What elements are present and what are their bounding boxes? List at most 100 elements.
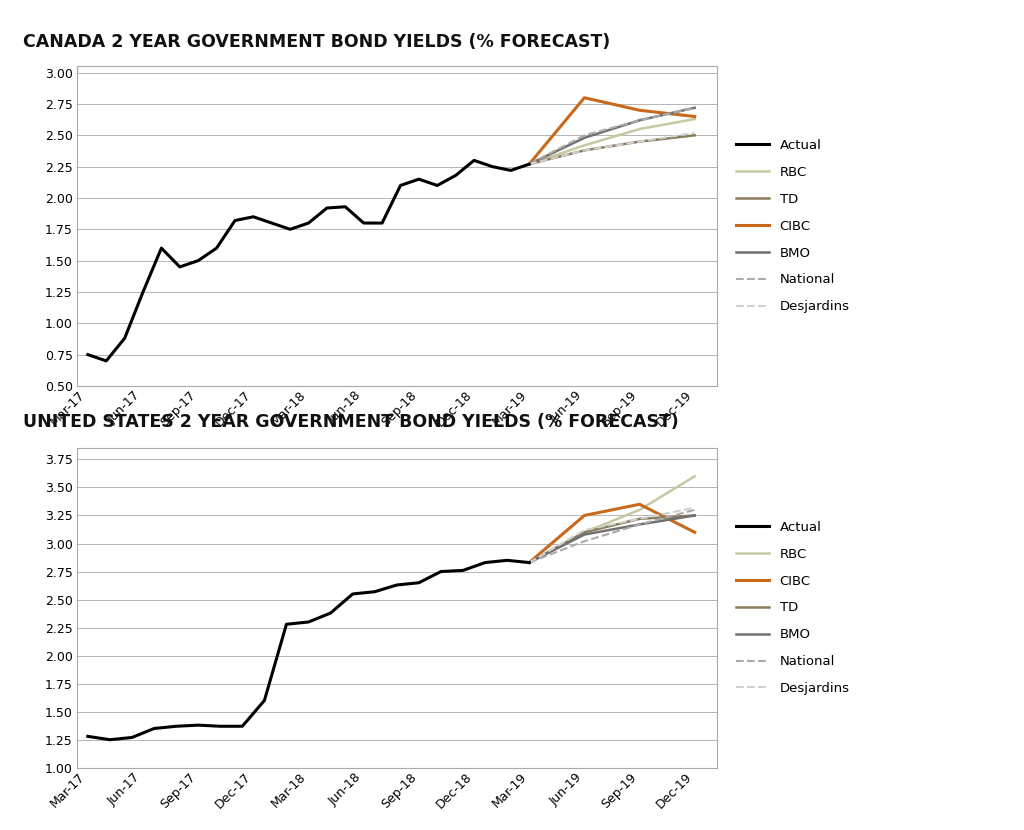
Line: TD: TD (529, 515, 694, 563)
CIBC (688, 527, 700, 537)
CIBC (579, 510, 591, 520)
CIBC (688, 111, 700, 121)
National (523, 558, 536, 568)
Actual (450, 170, 462, 180)
Actual (100, 356, 113, 366)
Actual (237, 721, 249, 731)
Actual (321, 203, 333, 213)
Actual (302, 218, 314, 228)
Actual (346, 589, 358, 599)
Line: TD: TD (529, 135, 694, 164)
Line: Actual: Actual (88, 160, 529, 361)
Actual (103, 735, 116, 745)
CIBC (523, 558, 536, 568)
Actual (137, 287, 150, 297)
TD (688, 510, 700, 520)
RBC (579, 527, 591, 537)
RBC (523, 159, 536, 169)
Legend: Actual, RBC, TD, CIBC, BMO, National, Desjardins: Actual, RBC, TD, CIBC, BMO, National, De… (736, 139, 850, 313)
Actual (523, 558, 536, 568)
TD (634, 137, 646, 147)
BMO (579, 530, 591, 540)
Desjardins (523, 558, 536, 568)
Actual (479, 558, 492, 568)
Line: National: National (529, 510, 694, 563)
TD (523, 558, 536, 568)
CIBC (634, 500, 646, 510)
Actual (210, 243, 222, 253)
Actual (357, 218, 370, 228)
BMO (634, 115, 646, 125)
Desjardins (634, 514, 646, 524)
Actual (147, 724, 160, 734)
BMO (688, 103, 700, 113)
Actual (214, 721, 226, 731)
BMO (579, 133, 591, 143)
Line: CIBC: CIBC (529, 98, 694, 164)
Actual (376, 218, 388, 228)
Line: Desjardins: Desjardins (529, 133, 694, 164)
Line: Actual: Actual (88, 560, 529, 740)
National (688, 103, 700, 113)
RBC (634, 124, 646, 134)
Line: Desjardins: Desjardins (529, 508, 694, 563)
Actual (505, 165, 517, 175)
Actual (523, 159, 536, 169)
Actual (284, 224, 296, 234)
Actual (247, 212, 259, 222)
BMO (523, 558, 536, 568)
Actual (193, 720, 205, 730)
TD (579, 527, 591, 537)
TD (634, 514, 646, 524)
Actual (119, 334, 131, 344)
Actual (228, 216, 241, 226)
RBC (688, 471, 700, 481)
Actual (265, 218, 278, 228)
TD (688, 130, 700, 140)
Actual (501, 555, 513, 565)
RBC (634, 505, 646, 515)
Actual (281, 619, 293, 629)
Line: BMO: BMO (529, 515, 694, 563)
Actual (413, 578, 425, 588)
Text: UNITED STATES 2 YEAR GOVERNMENT BOND YIELDS (% FORECAST): UNITED STATES 2 YEAR GOVERNMENT BOND YIE… (23, 413, 678, 432)
CIBC (523, 159, 536, 169)
National (688, 505, 700, 515)
National (523, 159, 536, 169)
RBC (579, 140, 591, 150)
Actual (339, 202, 351, 212)
Line: BMO: BMO (529, 108, 694, 164)
CIBC (634, 105, 646, 115)
RBC (688, 114, 700, 124)
Desjardins (579, 145, 591, 155)
Actual (413, 174, 425, 184)
Actual (174, 262, 186, 272)
Actual (391, 580, 403, 590)
Actual (170, 721, 182, 731)
Actual (468, 155, 480, 165)
Actual (457, 565, 469, 575)
Desjardins (579, 525, 591, 535)
Desjardins (523, 159, 536, 169)
RBC (523, 558, 536, 568)
National (634, 115, 646, 125)
BMO (688, 510, 700, 520)
TD (579, 145, 591, 155)
Actual (302, 617, 314, 627)
Actual (325, 608, 337, 618)
National (579, 130, 591, 140)
Line: RBC: RBC (529, 119, 694, 164)
Actual (156, 243, 168, 253)
CIBC (579, 93, 591, 103)
TD (523, 159, 536, 169)
Actual (258, 696, 270, 706)
National (634, 520, 646, 530)
Desjardins (688, 128, 700, 138)
Legend: Actual, RBC, CIBC, TD, BMO, National, Desjardins: Actual, RBC, CIBC, TD, BMO, National, De… (736, 521, 850, 695)
Actual (126, 733, 138, 743)
Actual (435, 567, 447, 577)
Line: National: National (529, 108, 694, 164)
Actual (486, 162, 499, 172)
BMO (523, 159, 536, 169)
BMO (634, 520, 646, 530)
